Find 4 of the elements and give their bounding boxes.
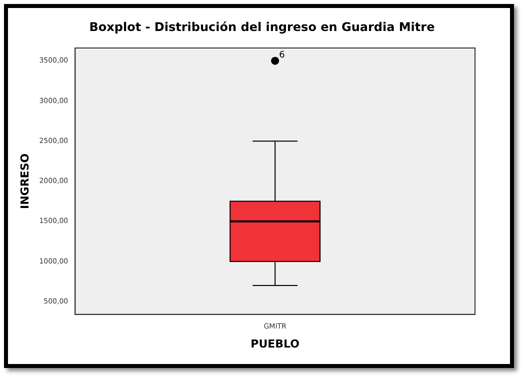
annotation: 6 bbox=[279, 50, 286, 61]
chart-title: Boxplot - Distribución del ingreso en Guardia Mitre bbox=[88, 20, 436, 34]
y-axis-title: INGRESO bbox=[18, 153, 32, 209]
x-axis-title: PUEBLO bbox=[250, 337, 300, 350]
